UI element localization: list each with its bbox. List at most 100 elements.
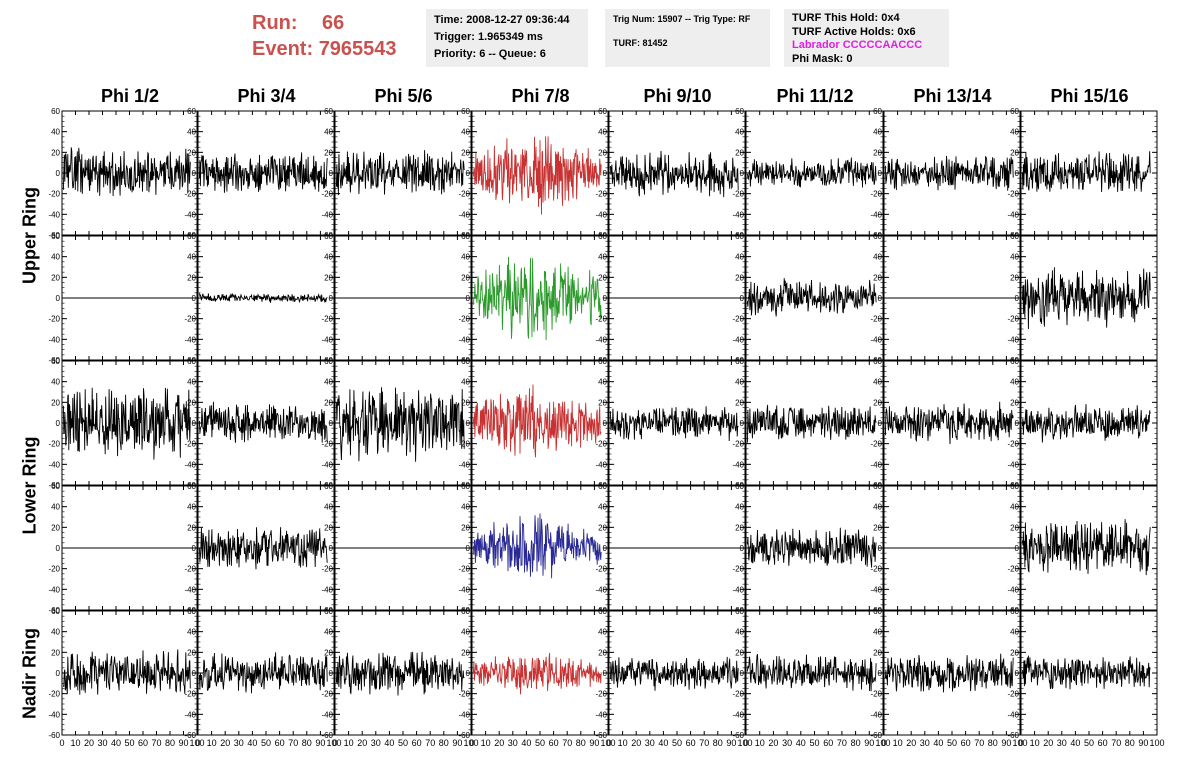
trig-num-text: Trig Num: 15907 -- Trig Type: RF [613,14,751,24]
waveform-trace [198,152,328,193]
y-tick-label: -40 [732,585,744,594]
x-tick-label: 90 [452,738,462,748]
x-tick-label: 50 [809,738,819,748]
y-tick-label: 20 [51,648,60,657]
y-tick-label: -40 [458,335,470,344]
waveform-trace [609,656,739,691]
y-tick-label: 0 [603,419,608,428]
waveform-trace [335,150,465,196]
y-tick-label: 60 [1010,607,1019,616]
y-tick-label: 20 [598,273,607,282]
y-tick-label: 20 [51,523,60,532]
run-label: Run: [252,12,298,34]
phi-mask-text: Phi Mask: 0 [792,52,853,65]
x-tick-label: 70 [562,738,572,748]
x-tick-label: 80 [713,738,723,748]
y-tick-label: 0 [466,169,471,178]
y-tick-label: -20 [732,440,744,449]
y-tick-label: 60 [1010,357,1019,366]
y-tick-label: -20 [595,690,607,699]
y-tick-label: 40 [324,503,333,512]
y-tick-label: 0 [466,544,471,553]
y-tick-label: 40 [51,628,60,637]
y-tick-label: -40 [870,460,882,469]
y-tick-label: -20 [321,690,333,699]
y-tick-label: -20 [48,440,60,449]
x-tick-label: 20 [1043,738,1053,748]
x-tick-label: 10 [755,738,765,748]
y-tick-label: 0 [192,419,197,428]
y-tick-label: 20 [461,523,470,532]
y-tick-label: 60 [51,357,60,366]
y-tick-label: -40 [732,335,744,344]
y-tick-label: 0 [740,294,745,303]
y-tick-label: 0 [878,669,883,678]
y-tick-label: -40 [595,335,607,344]
y-tick-label: -60 [458,731,470,740]
x-tick-label: 60 [138,738,148,748]
waveform-trace [198,527,328,570]
y-tick-label: 40 [51,253,60,262]
y-tick-label: -40 [48,335,60,344]
x-tick-label: 10 [481,738,491,748]
x-tick-label: 40 [247,738,257,748]
column-title: Phi 5/6 [374,86,433,106]
y-tick-label: -40 [595,460,607,469]
x-tick-label: 70 [151,738,161,748]
y-tick-label: 40 [324,253,333,262]
run-value: 66 [322,12,345,34]
y-tick-label: 60 [461,357,470,366]
waveform-trace [746,404,877,443]
x-tick-label: 100 [189,738,204,748]
waveform-trace [335,387,465,462]
y-tick-label: 20 [324,148,333,157]
x-tick-label: 0 [469,738,474,748]
y-tick-label: 60 [461,607,470,616]
y-tick-label: -20 [458,690,470,699]
y-tick-label: -20 [184,190,196,199]
y-tick-label: -40 [48,210,60,219]
x-tick-label: 100 [1012,738,1027,748]
y-tick-label: -40 [732,460,744,469]
y-tick-label: 60 [873,607,882,616]
y-tick-label: -20 [870,315,882,324]
waveform-trace [1021,267,1151,330]
y-tick-label: 20 [187,273,196,282]
y-tick-label: 0 [466,419,471,428]
y-tick-label: -60 [48,731,60,740]
x-tick-label: 90 [178,738,188,748]
y-tick-label: -40 [595,710,607,719]
y-tick-label: 20 [51,273,60,282]
y-tick-label: 20 [324,273,333,282]
y-tick-label: -20 [458,565,470,574]
x-tick-label: 40 [933,738,943,748]
y-tick-label: 60 [187,107,196,116]
x-tick-label: 0 [195,738,200,748]
y-tick-label: 20 [1010,648,1019,657]
y-tick-label: 60 [51,107,60,116]
x-tick-label: 90 [726,738,736,748]
y-tick-label: 20 [735,273,744,282]
y-tick-label: 0 [1015,419,1020,428]
x-tick-label: 100 [1149,738,1164,748]
y-tick-label: -20 [1007,440,1019,449]
x-tick-label: 100 [737,738,752,748]
x-tick-label: 30 [371,738,381,748]
x-tick-label: 30 [508,738,518,748]
time-text: Time: 2008-12-27 09:36:44 [434,14,570,26]
y-tick-label: 60 [873,232,882,241]
waveform-trace [198,652,328,694]
y-tick-label: 20 [1010,523,1019,532]
x-tick-label: 20 [768,738,778,748]
y-tick-label: -20 [870,190,882,199]
